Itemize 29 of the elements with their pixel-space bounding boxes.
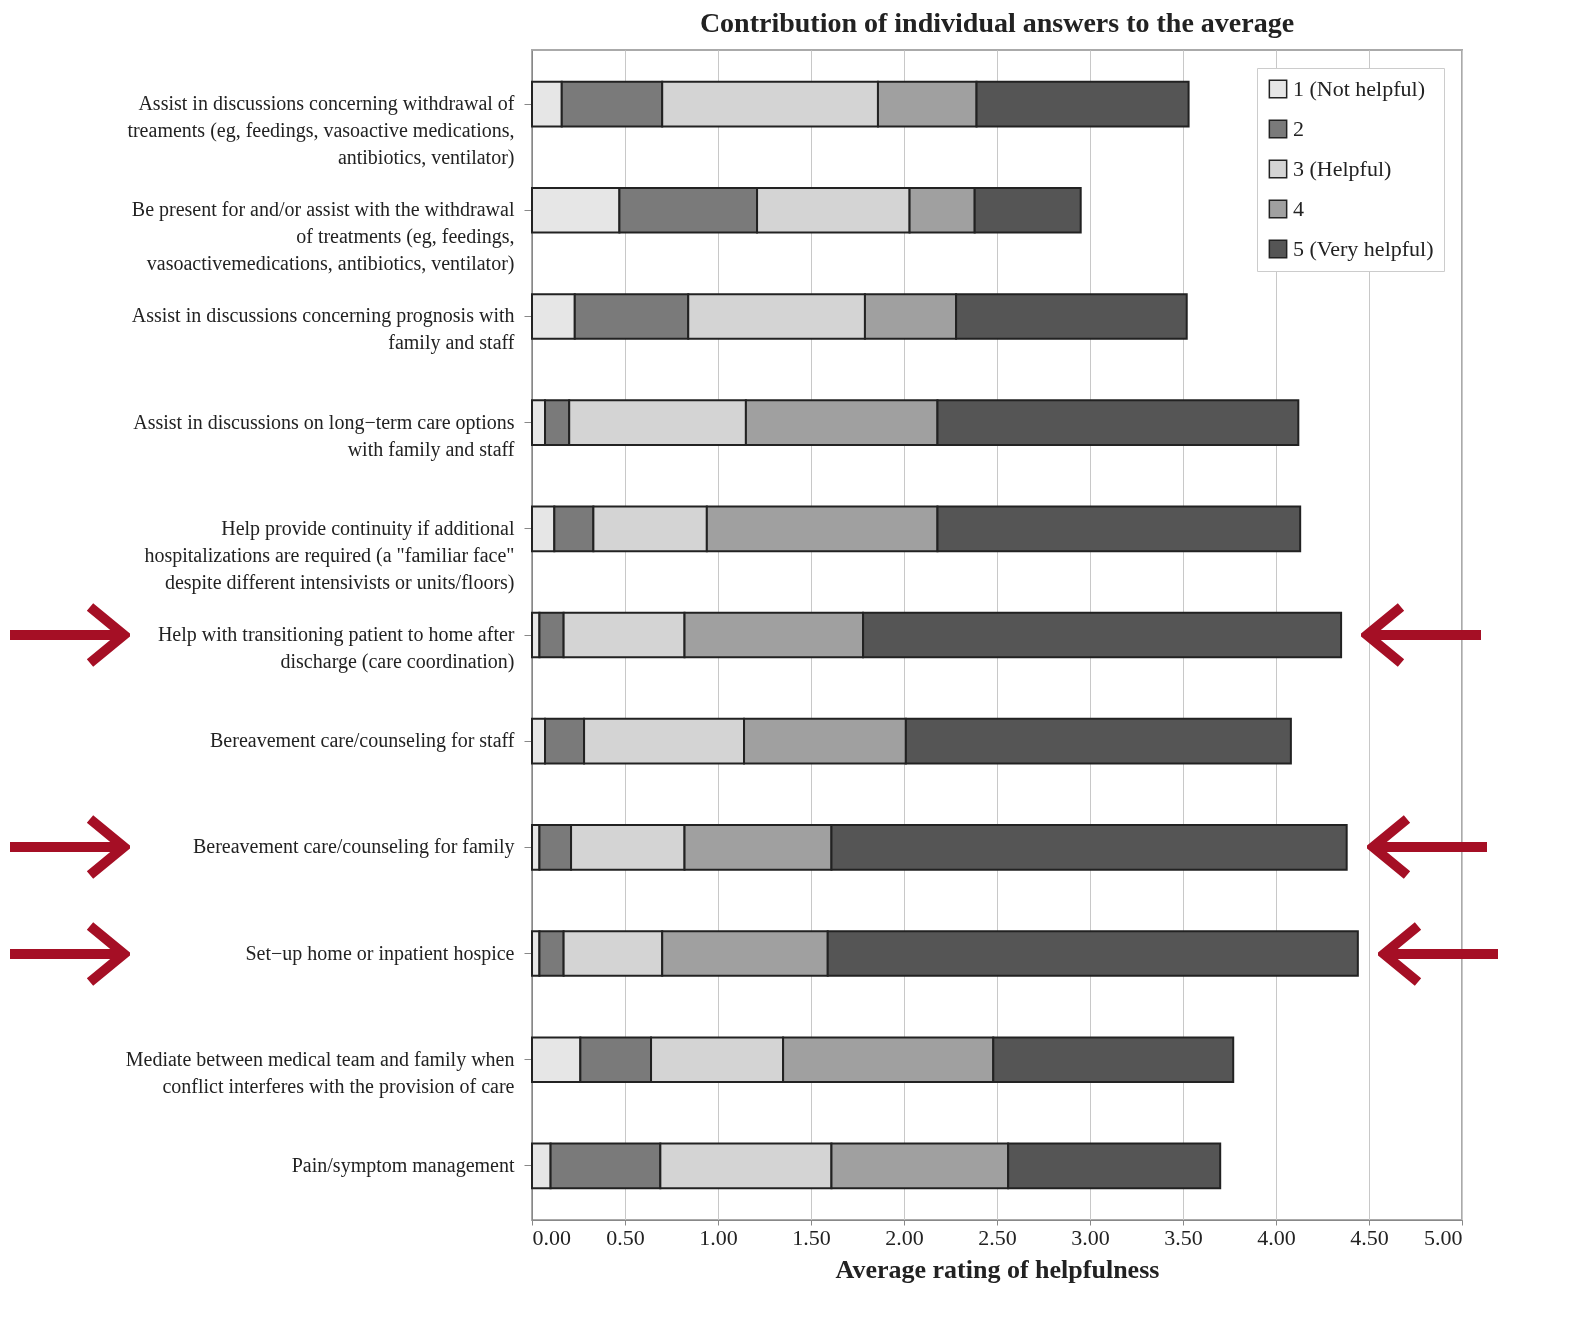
chart-title: Contribution of individual answers to the average xyxy=(699,7,1295,38)
legend-label: 4 xyxy=(1293,196,1304,221)
legend-label: 3 (Helpful) xyxy=(1293,156,1392,181)
x-axis-title: Average rating of helpfulness xyxy=(835,1254,1160,1284)
y-tick-label: Assist in discussions on long−term care options with family and staff xyxy=(133,410,515,461)
x-tick-label: 1.00 xyxy=(699,1224,738,1250)
x-tick-label: 1.50 xyxy=(792,1224,831,1250)
y-tick-label: Be present for and/or assist with the withdrawal of treatments (eg, feedings, vasoactivemedications, antibiotics, ventilator) xyxy=(131,198,515,276)
y-tick-label: Help provide continuity if additional hospitalizations are required (a "familiar face" despite different intensivists or units/floors) xyxy=(144,516,515,594)
legend-label: 1 (Not helpful) xyxy=(1293,76,1425,101)
x-tick-label: 5.00 xyxy=(1424,1224,1463,1250)
x-tick-label: 0.50 xyxy=(606,1224,645,1250)
y-tick-label: Set−up home or inpatient hospice xyxy=(245,941,515,965)
y-tick-label: Pain/symptom management xyxy=(291,1153,515,1177)
x-tick-label: 2.50 xyxy=(978,1224,1017,1250)
y-tick-label: Assist in discussions concerning prognosis with family and staff xyxy=(131,304,515,355)
legend-label: 2 xyxy=(1293,116,1304,141)
x-tick-label: 4.00 xyxy=(1257,1224,1296,1250)
x-tick-label: 0.00 xyxy=(532,1224,571,1250)
y-tick-label: Mediate between medical team and family when conflict interferes with the provision of care xyxy=(125,1047,515,1098)
legend-label: 5 (Very helpful) xyxy=(1293,236,1434,261)
y-tick-label: Assist in discussions concerning withdrawal of treaments (eg, feedings, vasoactive medications, antibiotics, ventilator) xyxy=(127,92,515,170)
y-tick-label: Bereavement care/counseling for staff xyxy=(210,729,515,753)
y-tick-label: Help with transitioning patient to home after discharge (care coordination) xyxy=(157,623,515,673)
x-tick-label: 3.50 xyxy=(1164,1224,1203,1250)
x-tick-label: 3.00 xyxy=(1071,1224,1110,1250)
x-tick-label: 4.50 xyxy=(1350,1224,1389,1250)
x-tick-label: 2.00 xyxy=(885,1224,924,1250)
y-tick-label: Bereavement care/counseling for family xyxy=(192,835,515,859)
